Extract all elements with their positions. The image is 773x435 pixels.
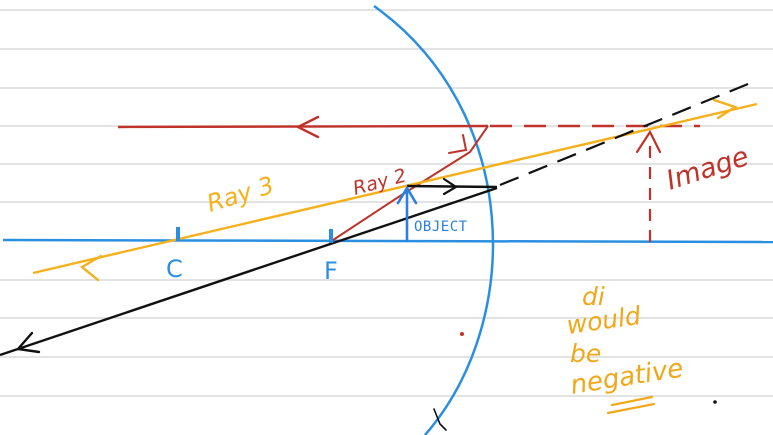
note-line-3: be: [570, 339, 601, 368]
object-top-ray: [406, 184, 498, 189]
object-arrow-head: [396, 185, 418, 205]
black-ray-arrowhead: [15, 331, 41, 354]
black-ray-solid: [0, 186, 498, 357]
object-label: OBJECT: [414, 219, 468, 235]
center-label: C: [166, 255, 183, 283]
stray-red-dot: [460, 332, 464, 336]
principal-axis: [2, 238, 773, 244]
note-line-2: would: [565, 301, 643, 340]
image-label: Image: [663, 141, 753, 197]
ray2-incident: [329, 125, 489, 243]
stray-black-mark: [433, 408, 447, 431]
black-ray-extension: [499, 82, 749, 187]
ruled-lines: [0, 9, 773, 397]
ray2-incident-arrowhead: [448, 134, 468, 154]
convex-mirror: [373, 4, 495, 435]
note: di would be negative: [565, 282, 685, 415]
focus-label: F: [324, 257, 338, 285]
ray2-label: Ray 2: [351, 165, 409, 200]
note-line-1: di: [582, 282, 605, 311]
note-underline-2: [606, 402, 656, 415]
image-arrow-head: [635, 129, 662, 154]
ray2-reflected: [117, 124, 489, 129]
ray3-label: Ray 3: [204, 171, 278, 218]
ray3-line: [32, 102, 758, 275]
ray2-reflected-arrowhead: [295, 115, 320, 139]
object-top-ray-arrowhead: [442, 177, 459, 196]
ray3-right-arrowhead: [712, 98, 738, 120]
ray3-left-arrowhead: [79, 254, 103, 282]
stray-black-dot: [713, 400, 717, 404]
note-underline-1: [610, 395, 654, 407]
